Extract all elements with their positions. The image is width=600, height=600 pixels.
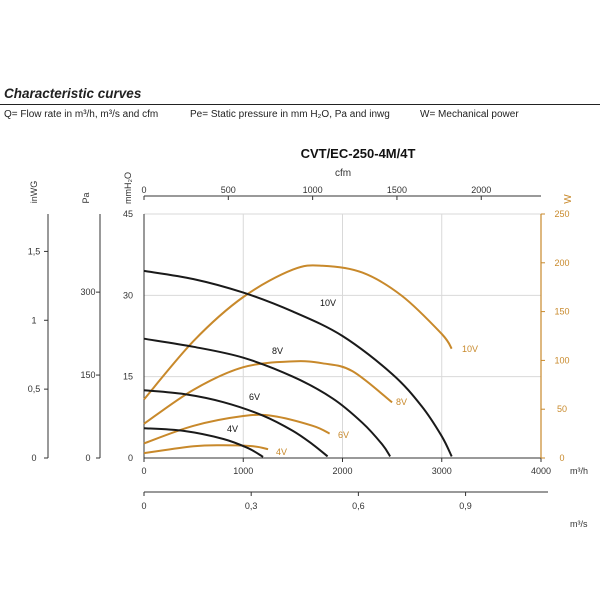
pa-tick-label: 300: [80, 287, 95, 297]
y-axis-label-mmh2o: mmH₂O: [123, 172, 133, 204]
power-curve-10v: [143, 264, 453, 401]
title-divider: [0, 104, 600, 105]
mmh2o-tick-label: 15: [123, 372, 133, 382]
pa-tick-label: 150: [80, 370, 95, 380]
m3s-tick-label: 0,3: [245, 501, 258, 511]
y-axis-label-w: W: [563, 194, 574, 204]
power-curve-label-8v: 8V: [396, 397, 407, 407]
x-axis-label-m3h: m³/h: [570, 466, 588, 476]
cfm-tick-label: 0: [141, 185, 146, 195]
x-tick-label: 2000: [332, 466, 352, 476]
legend-flow-rate: Q= Flow rate in m³/h, m³/s and cfm: [4, 109, 159, 120]
w-tick-label: 250: [554, 209, 569, 219]
power-curve-8v: [143, 360, 393, 425]
w-tick-label: 0: [559, 453, 564, 463]
mmh2o-tick-label: 0: [128, 453, 133, 463]
chart-title: CVT/EC-250-4M/4T: [301, 146, 416, 161]
inwg-tick-label: 0: [31, 453, 36, 463]
x-tick-label: 1000: [233, 466, 253, 476]
w-tick-label: 50: [557, 404, 567, 414]
power-curve-label-10v: 10V: [462, 344, 478, 354]
power-curve-label-6v: 6V: [338, 430, 349, 440]
inwg-tick-label: 0,5: [28, 384, 41, 394]
cfm-tick-label: 2000: [471, 185, 491, 195]
cfm-tick-label: 1500: [387, 185, 407, 195]
mmh2o-tick-label: 45: [123, 209, 133, 219]
pressure-curve-label-6v: 6V: [249, 392, 260, 402]
x-tick-label: 3000: [432, 466, 452, 476]
m3s-tick-label: 0: [141, 501, 146, 511]
w-tick-label: 150: [554, 307, 569, 317]
m3s-tick-label: 0,6: [352, 501, 365, 511]
cfm-axis-label: cfm: [335, 168, 351, 179]
pressure-curve-label-4v: 4V: [227, 424, 238, 434]
pressure-curve-6v: [143, 389, 329, 458]
legend-mechanical-power: W= Mechanical power: [420, 109, 519, 120]
w-tick-label: 100: [554, 355, 569, 365]
pressure-curve-4v: [143, 427, 264, 458]
mmh2o-tick-label: 30: [123, 290, 133, 300]
x-axis-label-m3s: m³/s: [570, 519, 588, 529]
w-tick-label: 200: [554, 258, 569, 268]
pressure-curve-label-8v: 8V: [272, 346, 283, 356]
cfm-tick-label: 500: [221, 185, 236, 195]
y-axis-label-pa: Pa: [81, 192, 91, 203]
section-title: Characteristic curves: [4, 86, 142, 101]
pressure-curve-10v: [143, 269, 453, 457]
pressure-curve-label-10v: 10V: [320, 298, 336, 308]
power-curve-label-4v: 4V: [276, 447, 287, 457]
x-tick-label: 0: [141, 466, 146, 476]
pressure-curve-8v: [143, 337, 391, 457]
power-curve-4v: [143, 444, 269, 455]
y-axis-label-inwg: inWG: [29, 181, 39, 204]
inwg-tick-label: 1,5: [28, 246, 41, 256]
m3s-tick-label: 0,9: [459, 501, 472, 511]
legend-static-pressure: Pe= Static pressure in mm H₂O, Pa and in…: [190, 109, 390, 120]
cfm-tick-label: 1000: [303, 185, 323, 195]
pa-tick-label: 0: [85, 453, 90, 463]
x-tick-label: 4000: [531, 466, 551, 476]
inwg-tick-label: 1: [31, 315, 36, 325]
